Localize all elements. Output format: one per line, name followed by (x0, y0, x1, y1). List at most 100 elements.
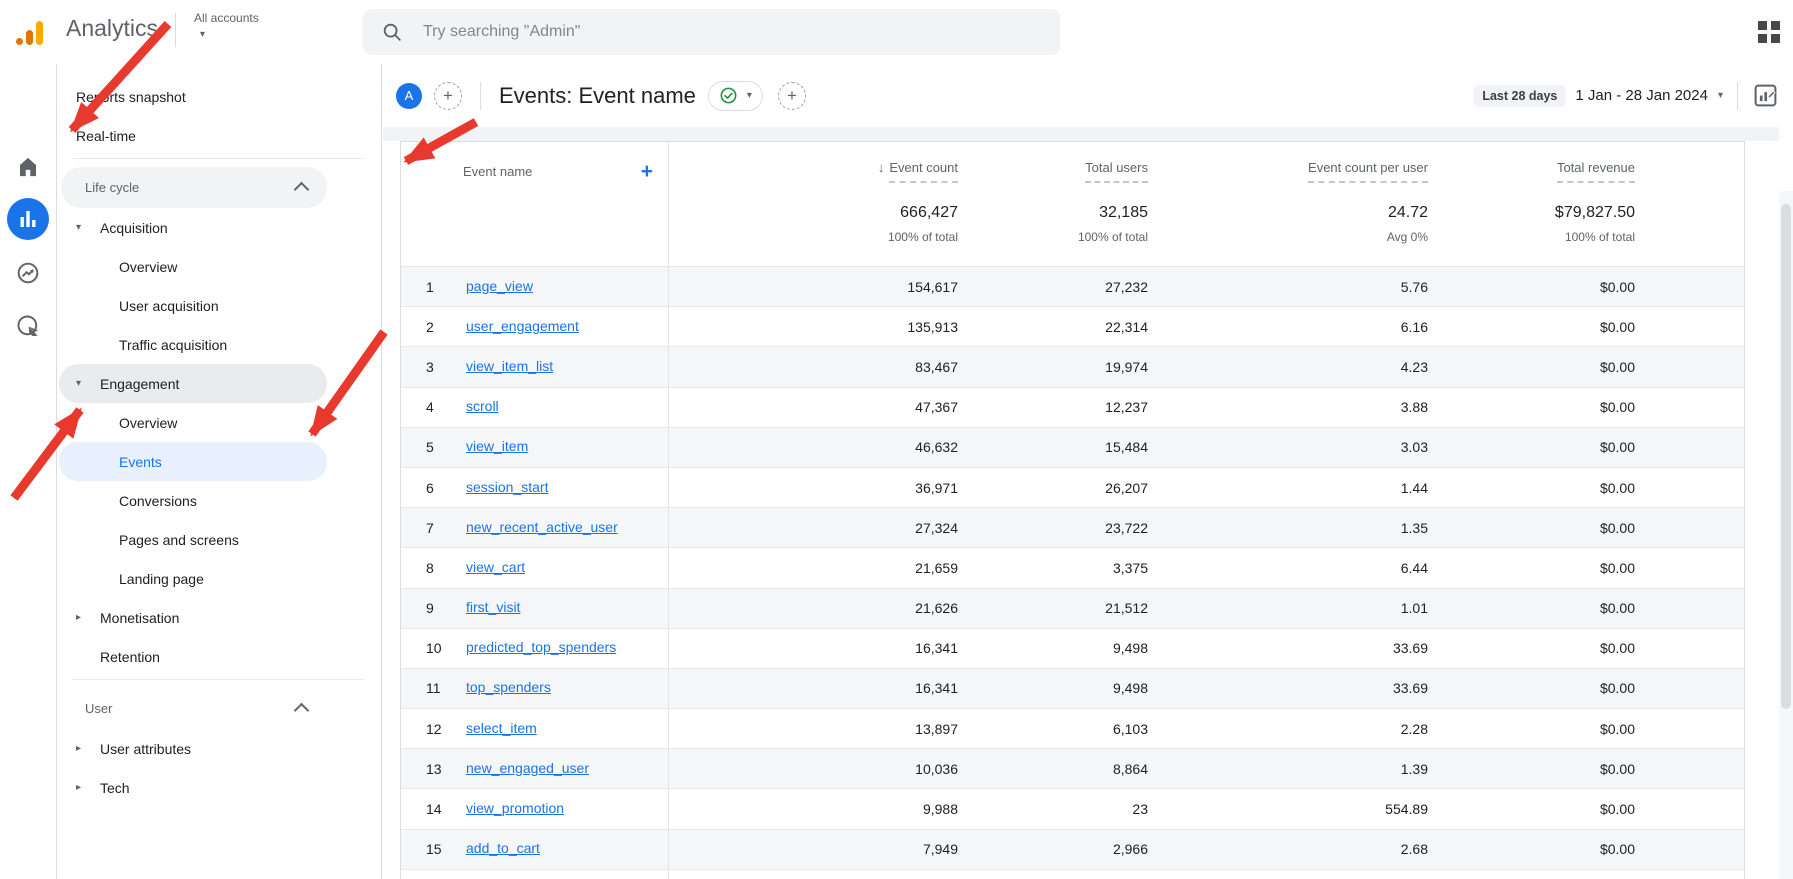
search-input[interactable] (421, 22, 985, 42)
sidebar-item-tech[interactable]: ▸ Tech (57, 768, 381, 807)
triangle-down-icon[interactable]: ▾ (76, 222, 82, 233)
apps-grid-square (1758, 21, 1767, 30)
main-content: A + Events: Event name ▾ + Last 28 days … (383, 64, 1793, 879)
add-dimension-icon[interactable]: + (640, 160, 653, 183)
cell-event-name: view_cart (449, 559, 668, 577)
sidebar-item-conversions[interactable]: Conversions (57, 481, 381, 520)
table-row: 3 view_item_list 83,467 19,974 4.23 $0.00 (401, 347, 1744, 388)
row-index: 13 (426, 760, 442, 777)
sidebar-item-label: Monetisation (100, 609, 180, 626)
chevron-up-icon[interactable] (293, 181, 310, 198)
event-name-link[interactable]: predicted_top_spenders (466, 639, 617, 656)
column-header-event-count[interactable]: ↓ Event count (668, 160, 982, 183)
add-report-tab-button[interactable]: + (777, 81, 806, 110)
event-name-link[interactable]: view_cart (466, 558, 526, 575)
report-status-pill[interactable]: ▾ (707, 80, 763, 111)
total-value: 666,427 (900, 204, 958, 221)
sidebar-item-overview[interactable]: Overview (57, 247, 381, 286)
sidebar-item-user-attributes[interactable]: ▸ User attributes (57, 729, 381, 768)
date-range-selector[interactable]: 1 Jan - 28 Jan 2024 (1575, 87, 1708, 104)
event-name-link[interactable]: select_item (466, 719, 537, 736)
event-name-link[interactable]: session_start (466, 478, 549, 495)
sidebar-item-monetisation[interactable]: ▸ Monetisation (57, 598, 381, 637)
total-value: 32,185 (1099, 204, 1148, 221)
search-bar[interactable] (363, 9, 1060, 55)
sidebar-item-events[interactable]: Events (59, 442, 327, 481)
event-name-link[interactable]: page_view (466, 277, 533, 294)
sidebar-item-pages-and-screens[interactable]: Pages and screens (57, 520, 381, 559)
cell-event-count-per-user: 554.89 (1385, 801, 1428, 818)
row-index: 3 (426, 358, 434, 375)
account-switcher[interactable]: All accounts ▾ (194, 11, 259, 40)
sidebar-item-label: User (85, 701, 113, 716)
triangle-right-icon[interactable]: ▸ (76, 612, 82, 623)
chevron-up-icon[interactable] (293, 702, 310, 719)
column-header-event-count-per-user[interactable]: Event count per user (1172, 160, 1452, 183)
report-header: A + Events: Event name ▾ + Last 28 days … (383, 64, 1793, 127)
event-name-link[interactable]: view_item (466, 438, 529, 455)
cell-event-name: view_promotion (449, 800, 668, 818)
home-icon[interactable] (15, 154, 41, 180)
sidebar-item-user-acquisition[interactable]: User acquisition (57, 286, 381, 325)
header-divider (480, 81, 481, 110)
event-name-link[interactable]: first_visit (466, 599, 521, 616)
event-name-link[interactable]: new_engaged_user (466, 759, 589, 776)
event-name-link[interactable]: view_item_list (466, 357, 554, 374)
cell-event-name: session_start (449, 479, 668, 497)
sidebar-item-overview[interactable]: Overview (57, 403, 381, 442)
triangle-right-icon[interactable]: ▸ (76, 782, 82, 793)
triangle-right-icon[interactable]: ▸ (76, 743, 82, 754)
event-name-link[interactable]: new_recent_active_user (466, 518, 618, 535)
sidebar-item-acquisition[interactable]: ▾ Acquisition (57, 208, 381, 247)
sidebar-item-retention[interactable]: Retention (57, 637, 381, 676)
sidebar-item-traffic-acquisition[interactable]: Traffic acquisition (57, 325, 381, 364)
column-header-total-revenue[interactable]: Total revenue (1452, 160, 1744, 183)
add-comparison-button[interactable]: + (434, 81, 462, 110)
sidebar-item-reports-snapshot[interactable]: Reports snapshot (57, 77, 381, 116)
cell-event-count-per-user: 33.69 (1392, 640, 1428, 657)
vertical-scrollbar[interactable] (1779, 191, 1793, 879)
total-note: 100% of total (887, 230, 958, 244)
cell-event-name: new_engaged_user (449, 760, 668, 778)
cell-total-users: 23 (1132, 801, 1148, 818)
caret-down-icon: ▾ (1717, 89, 1723, 101)
sidebar-item-user[interactable]: User (61, 688, 327, 729)
cell-event-count-per-user: 3.88 (1400, 399, 1428, 416)
event-name-link[interactable]: user_engagement (466, 317, 579, 334)
sidebar-item-engagement[interactable]: ▾ Engagement (59, 364, 327, 403)
column-header-total-users[interactable]: Total users (982, 160, 1172, 183)
totals-event-count-per-user: 24.72 Avg 0% (1172, 204, 1452, 244)
cell-event-name: scroll (449, 398, 668, 416)
cell-event-count: 36,971 (915, 479, 958, 496)
triangle-down-icon[interactable]: ▾ (76, 378, 82, 389)
total-value: 24.72 (1387, 204, 1428, 221)
cell-event-name: page_view (449, 278, 668, 296)
column-header-event-name[interactable]: Event name + (401, 160, 668, 183)
sidebar-item-label: Reports snapshot (76, 88, 186, 105)
variant-a-badge[interactable]: A (396, 82, 422, 109)
table-row: 6 session_start 36,971 26,207 1.44 $0.00 (401, 468, 1744, 509)
cell-total-revenue: $0.00 (1599, 479, 1635, 496)
advertising-icon[interactable] (15, 260, 41, 286)
cell-total-users: 2,966 (1112, 841, 1148, 858)
sidebar-divider (73, 158, 365, 159)
sidebar-item-landing-page[interactable]: Landing page (57, 559, 381, 598)
apps-grid-icon[interactable] (1758, 21, 1780, 43)
explore-icon[interactable] (15, 313, 41, 339)
sidebar-item-life-cycle[interactable]: Life cycle (61, 167, 327, 208)
event-name-link[interactable]: top_spenders (466, 679, 551, 696)
reports-icon[interactable] (7, 198, 49, 240)
caret-down-icon: ▾ (200, 29, 206, 40)
product-name: Analytics (66, 15, 159, 41)
sidebar-item-real-time[interactable]: Real-time (57, 116, 381, 155)
logo-dot (16, 38, 23, 45)
scrollbar-thumb[interactable] (1781, 204, 1791, 709)
cell-event-count-per-user: 1.44 (1400, 479, 1428, 496)
customise-report-icon[interactable] (1752, 82, 1779, 109)
event-name-link[interactable]: scroll (466, 398, 499, 415)
event-name-link[interactable]: view_promotion (466, 800, 565, 817)
event-name-link[interactable]: add_to_cart (466, 840, 540, 857)
google-analytics-logo-icon[interactable] (16, 19, 43, 45)
cell-event-count: 154,617 (907, 278, 958, 295)
row-index: 14 (426, 801, 442, 818)
